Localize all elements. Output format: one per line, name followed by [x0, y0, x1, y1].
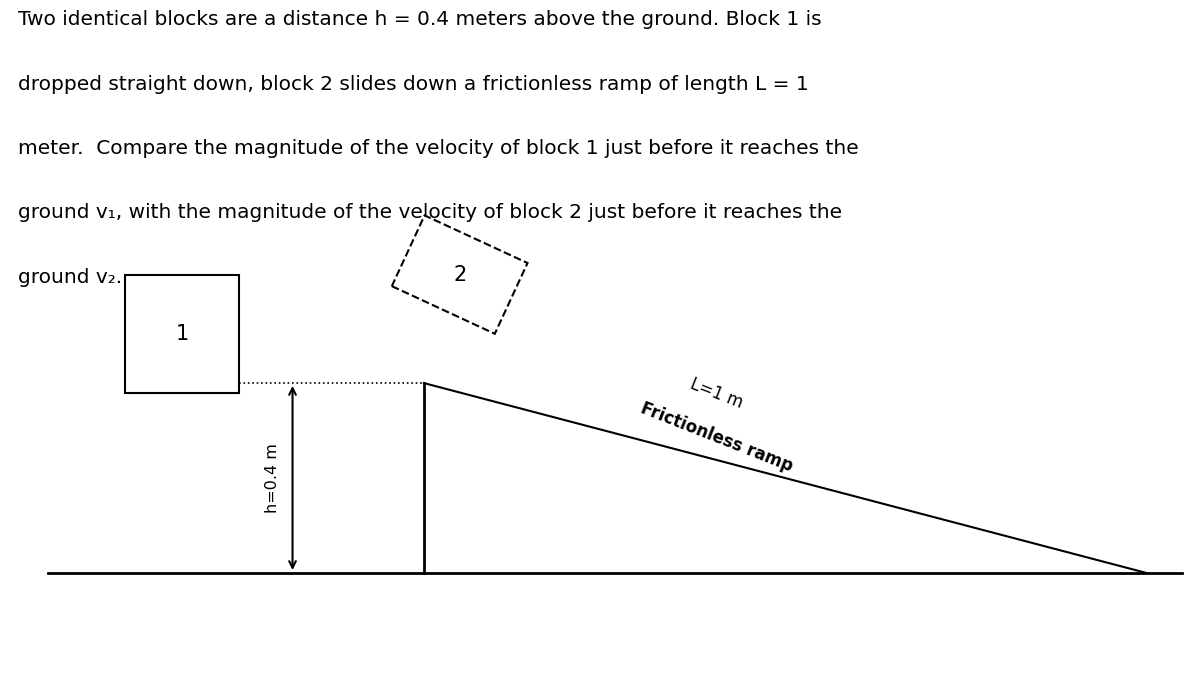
Text: h=0.4 m: h=0.4 m	[265, 443, 279, 513]
Text: dropped straight down, block 2 slides down a frictionless ramp of length L = 1: dropped straight down, block 2 slides do…	[18, 75, 808, 94]
Text: L=1 m: L=1 m	[688, 375, 745, 412]
Polygon shape	[392, 216, 528, 334]
Text: Frictionless ramp: Frictionless ramp	[638, 399, 795, 475]
Text: Two identical blocks are a distance h = 0.4 meters above the ground. Block 1 is: Two identical blocks are a distance h = …	[18, 10, 821, 29]
Text: meter.  Compare the magnitude of the velocity of block 1 just before it reaches : meter. Compare the magnitude of the velo…	[18, 139, 858, 158]
Bar	[125, 275, 239, 393]
Text: 1: 1	[176, 324, 189, 344]
Text: 2: 2	[453, 264, 467, 285]
Text: ground v₂.: ground v₂.	[18, 268, 122, 287]
Text: ground v₁, with the magnitude of the velocity of block 2 just before it reaches : ground v₁, with the magnitude of the vel…	[18, 203, 842, 222]
